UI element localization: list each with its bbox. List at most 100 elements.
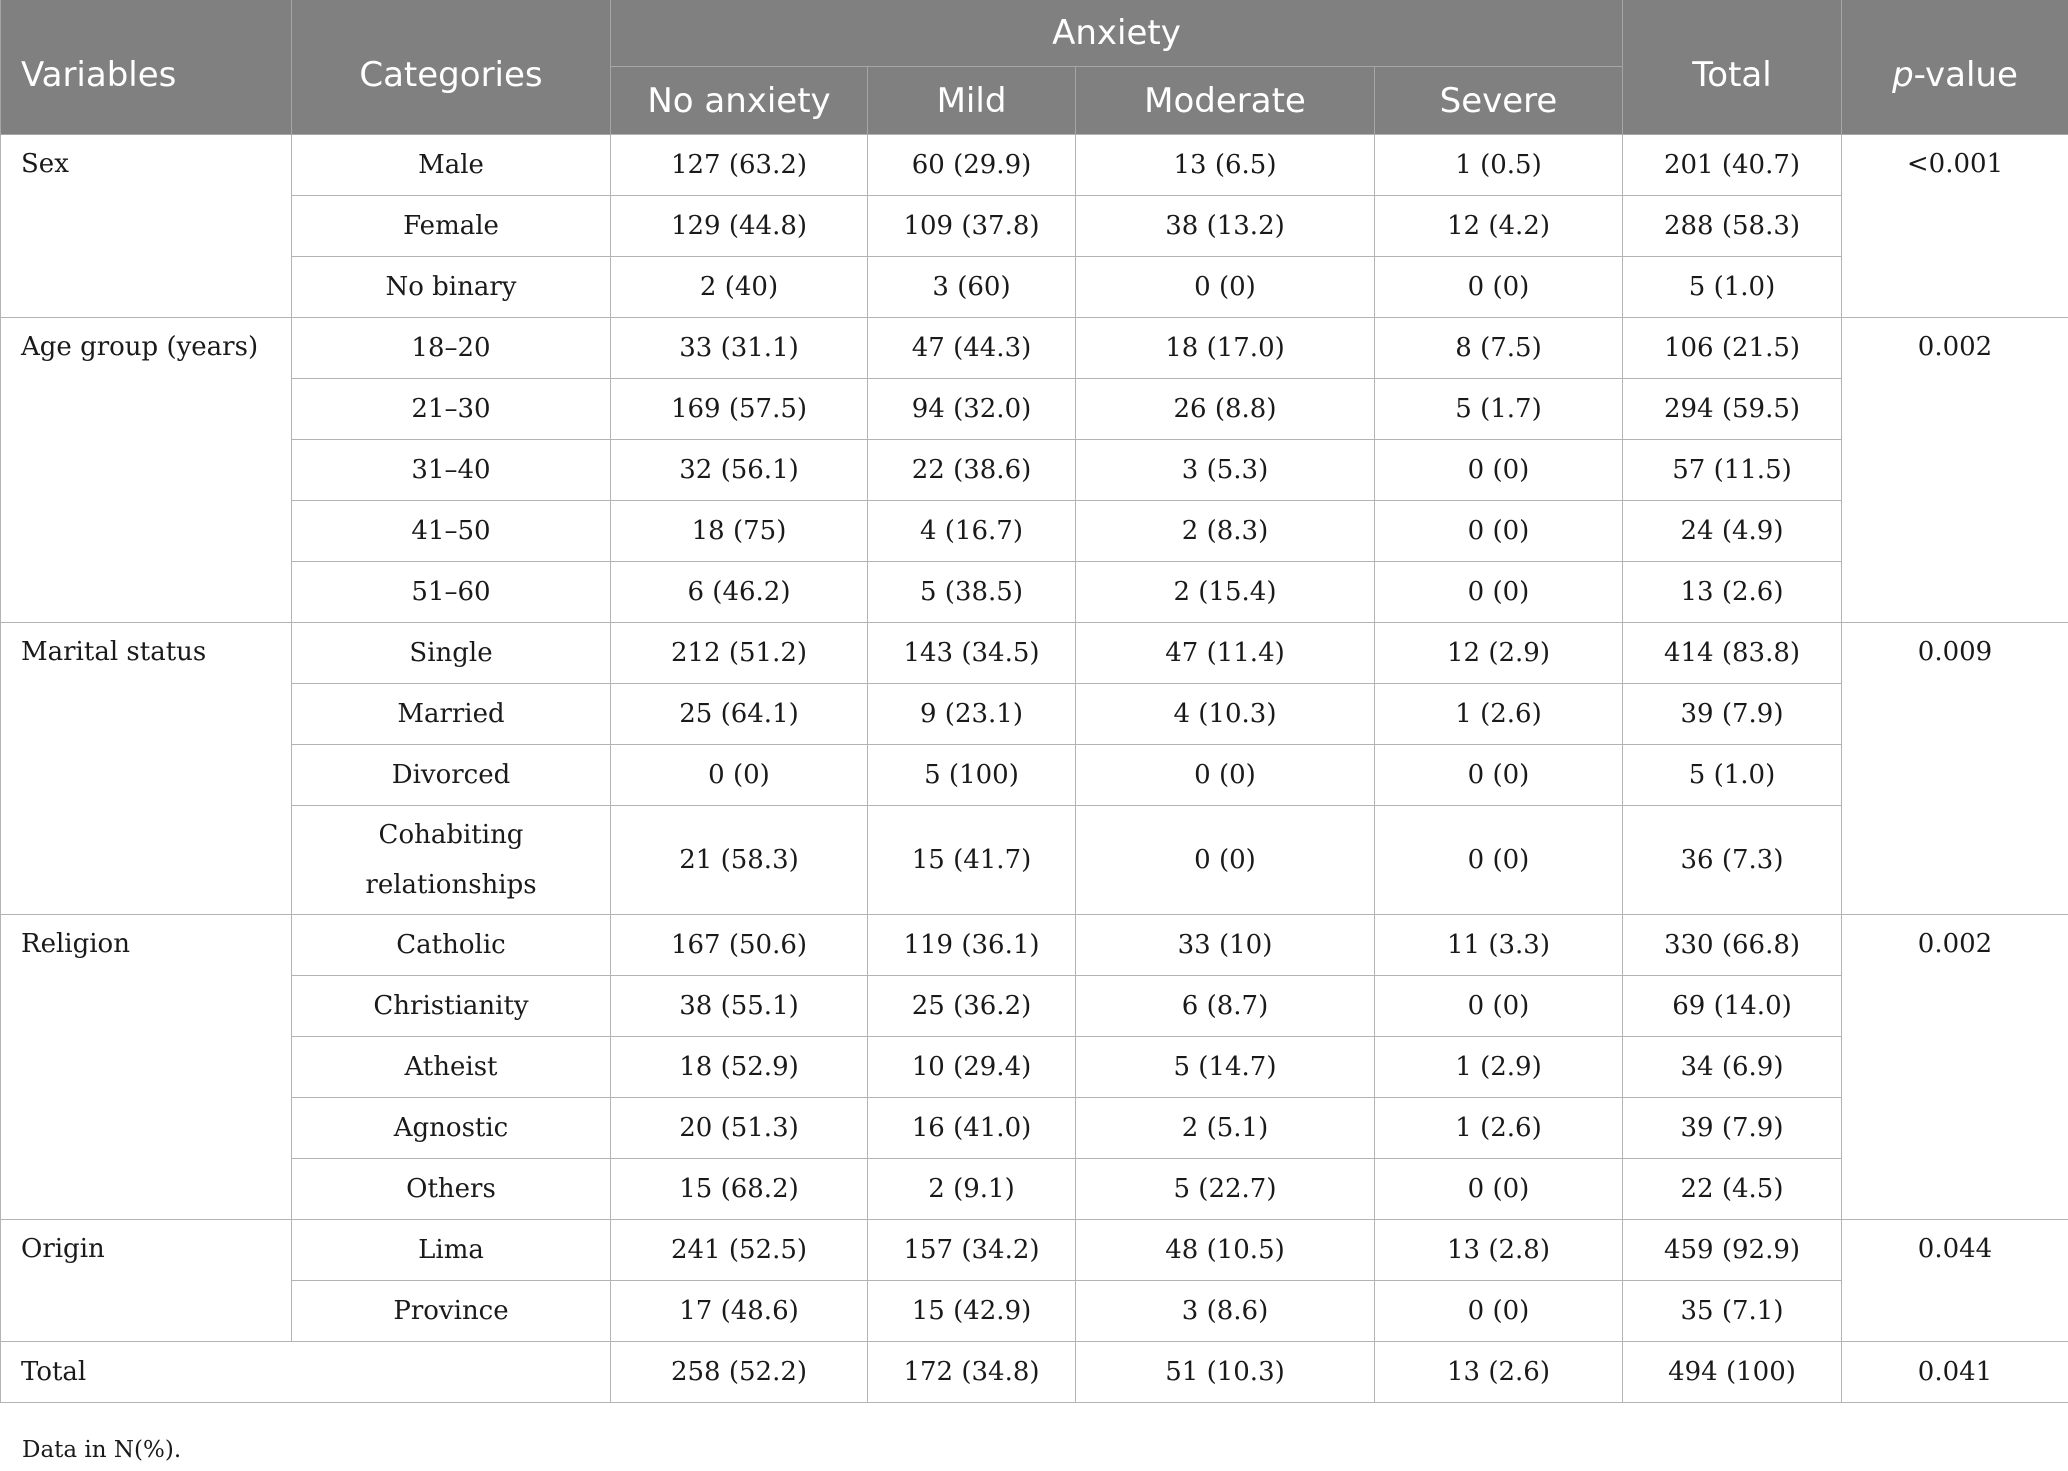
footnote: Data in N(%). xyxy=(22,1437,182,1463)
total-cell: 34 (6.9) xyxy=(1622,1036,1842,1098)
mild-cell: 5 (38.5) xyxy=(867,561,1076,623)
category-cell: Single xyxy=(291,622,611,684)
category-cell: 31–40 xyxy=(291,439,611,501)
p-value-cell: 0.009 xyxy=(1841,622,2068,915)
table-row: 41–50 18 (75) 4 (16.7) 2 (8.3) 0 (0) 24 (4.9) xyxy=(1,500,2068,562)
table-body: Sex Male 127 (63.2) 60 (29.9) 13 (6.5) 1 (0.5… xyxy=(0,134,2068,1403)
header-anxiety: Anxiety xyxy=(610,0,1623,67)
mild-cell: 119 (36.1) xyxy=(867,914,1076,976)
mild-cell: 15 (42.9) xyxy=(867,1280,1076,1342)
total-moderate-cell: 51 (10.3) xyxy=(1075,1341,1375,1403)
total-mild-cell: 172 (34.8) xyxy=(867,1341,1076,1403)
category-cell: 18–20 xyxy=(291,317,611,379)
moderate-cell: 48 (10.5) xyxy=(1075,1219,1375,1281)
total-cell: 288 (58.3) xyxy=(1622,195,1842,257)
mild-cell: 4 (16.7) xyxy=(867,500,1076,562)
table-row: Female 129 (44.8) 109 (37.8) 38 (13.2) 12 (4… xyxy=(1,195,2068,257)
mild-cell: 16 (41.0) xyxy=(867,1097,1076,1159)
header-severe: Severe xyxy=(1374,66,1623,135)
total-cell: 201 (40.7) xyxy=(1622,134,1842,196)
p-value-cell: 0.002 xyxy=(1841,317,2068,623)
total-row: Total 258 (52.2) 172 (34.8) 51 (10.3) 13 (2.… xyxy=(0,1341,2068,1403)
anxiety-table: Variables Categories Anxiety Total p-val… xyxy=(0,0,2068,1403)
category-cell: Lima xyxy=(291,1219,611,1281)
total-cell: 459 (92.9) xyxy=(1622,1219,1842,1281)
table-row: Marital status Single 212 (51.2) 143 (34.5)… xyxy=(0,622,2068,915)
moderate-cell: 5 (22.7) xyxy=(1075,1158,1375,1220)
total-cell: 69 (14.0) xyxy=(1622,975,1842,1037)
moderate-cell: 26 (8.8) xyxy=(1075,378,1375,440)
total-total-cell: 494 (100) xyxy=(1622,1341,1842,1403)
mild-cell: 94 (32.0) xyxy=(867,378,1076,440)
severe-cell: 0 (0) xyxy=(1374,1158,1623,1220)
mild-cell: 3 (60) xyxy=(867,256,1076,318)
variable-cell: Origin xyxy=(0,1219,292,1342)
total-no-anxiety-cell: 258 (52.2) xyxy=(610,1341,868,1403)
mild-cell: 60 (29.9) xyxy=(867,134,1076,196)
no-anxiety-cell: 18 (52.9) xyxy=(610,1036,868,1098)
variable-cell: Marital status xyxy=(0,622,292,915)
mild-cell: 5 (100) xyxy=(867,744,1076,806)
total-cell: 13 (2.6) xyxy=(1622,561,1842,623)
total-cell: 414 (83.8) xyxy=(1622,622,1842,684)
severe-cell: 12 (4.2) xyxy=(1374,195,1623,257)
header-total: Total xyxy=(1622,0,1842,135)
category-cell: Female xyxy=(291,195,611,257)
mild-cell: 157 (34.2) xyxy=(867,1219,1076,1281)
severe-cell: 11 (3.3) xyxy=(1374,914,1623,976)
moderate-cell: 5 (14.7) xyxy=(1075,1036,1375,1098)
no-anxiety-cell: 167 (50.6) xyxy=(610,914,868,976)
mild-cell: 2 (9.1) xyxy=(867,1158,1076,1220)
moderate-cell: 3 (8.6) xyxy=(1075,1280,1375,1342)
no-anxiety-cell: 32 (56.1) xyxy=(610,439,868,501)
moderate-cell: 6 (8.7) xyxy=(1075,975,1375,1037)
table-row: Origin Lima 241 (52.5) 157 (34.2) 48 (10.5) 1… xyxy=(0,1219,2068,1342)
table-header: Variables Categories Anxiety Total p-val… xyxy=(0,0,2068,135)
table-row: Sex Male 127 (63.2) 60 (29.9) 13 (6.5) 1 (0.5… xyxy=(0,134,2068,318)
mild-cell: 47 (44.3) xyxy=(867,317,1076,379)
mild-cell: 22 (38.6) xyxy=(867,439,1076,501)
table-row: 51–60 6 (46.2) 5 (38.5) 2 (15.4) 0 (0) 13 (2.… xyxy=(1,561,2068,623)
no-anxiety-cell: 6 (46.2) xyxy=(610,561,868,623)
severe-cell: 8 (7.5) xyxy=(1374,317,1623,379)
category-cell: Male xyxy=(291,134,611,196)
mild-cell: 143 (34.5) xyxy=(867,622,1076,684)
no-anxiety-cell: 33 (31.1) xyxy=(610,317,868,379)
total-cell: 5 (1.0) xyxy=(1622,256,1842,318)
mild-cell: 10 (29.4) xyxy=(867,1036,1076,1098)
table-row: 31–40 32 (56.1) 22 (38.6) 3 (5.3) 0 (0) 57 (1… xyxy=(1,439,2068,501)
no-anxiety-cell: 169 (57.5) xyxy=(610,378,868,440)
no-anxiety-cell: 25 (64.1) xyxy=(610,683,868,745)
no-anxiety-cell: 2 (40) xyxy=(610,256,868,318)
severe-cell: 0 (0) xyxy=(1374,561,1623,623)
variable-cell: Religion xyxy=(0,914,292,1220)
category-cell: 21–30 xyxy=(291,378,611,440)
total-cell: 294 (59.5) xyxy=(1622,378,1842,440)
table-row: Cohabiting relationships 21 (58.3) 15 (41.… xyxy=(1,805,2068,915)
mild-cell: 15 (41.7) xyxy=(867,805,1076,915)
mild-cell: 109 (37.8) xyxy=(867,195,1076,257)
category-cell: Atheist xyxy=(291,1036,611,1098)
no-anxiety-cell: 21 (58.3) xyxy=(610,805,868,915)
header-no-anxiety: No anxiety xyxy=(610,66,868,135)
p-value-cell: 0.044 xyxy=(1841,1219,2068,1342)
total-severe-cell: 13 (2.6) xyxy=(1374,1341,1623,1403)
total-p-value-cell: 0.041 xyxy=(1841,1341,2068,1403)
header-p-letter: p xyxy=(1892,55,1914,95)
total-cell: 106 (21.5) xyxy=(1622,317,1842,379)
category-cell: Others xyxy=(291,1158,611,1220)
moderate-cell: 4 (10.3) xyxy=(1075,683,1375,745)
moderate-cell: 13 (6.5) xyxy=(1075,134,1375,196)
no-anxiety-cell: 20 (51.3) xyxy=(610,1097,868,1159)
category-cell: Divorced xyxy=(291,744,611,806)
total-label-cell: Total xyxy=(0,1341,611,1403)
total-cell: 39 (7.9) xyxy=(1622,683,1842,745)
header-p-value: p-value xyxy=(1841,0,2068,135)
total-cell: 330 (66.8) xyxy=(1622,914,1842,976)
no-anxiety-cell: 241 (52.5) xyxy=(610,1219,868,1281)
severe-cell: 0 (0) xyxy=(1374,744,1623,806)
header-variables: Variables xyxy=(0,0,292,135)
p-value-cell: <0.001 xyxy=(1841,134,2068,318)
data-table-container: Variables Categories Anxiety Total p-val… xyxy=(0,0,2068,1403)
table-row: Agnostic 20 (51.3) 16 (41.0) 2 (5.1) 1 (2.6)… xyxy=(1,1097,2068,1159)
